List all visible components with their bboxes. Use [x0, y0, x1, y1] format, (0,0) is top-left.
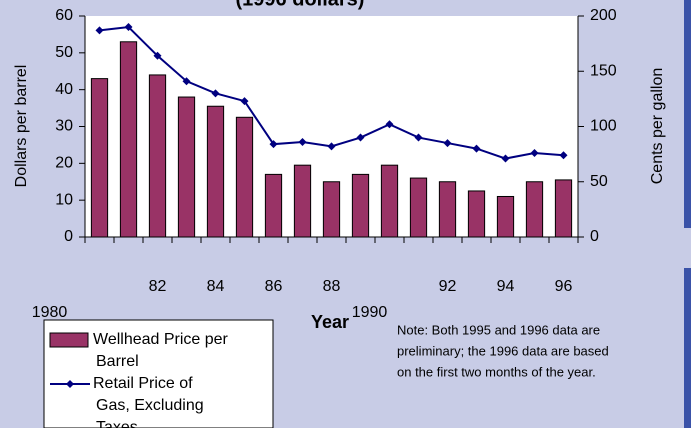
marker	[269, 140, 278, 149]
y-tick-label: 40	[55, 81, 73, 98]
y2-tick-label: 150	[590, 62, 617, 79]
legend-label: Retail Price of Gas, Excluding Taxes	[93, 375, 204, 428]
bar	[525, 181, 544, 238]
x-tick-label: 96	[555, 278, 573, 295]
bar	[554, 179, 573, 238]
bar	[293, 164, 312, 238]
marker	[327, 142, 336, 151]
bar	[148, 74, 167, 238]
y-tick-label: 50	[55, 44, 73, 61]
bar	[206, 105, 225, 238]
x-tick-label: 86	[265, 278, 283, 295]
bar	[438, 181, 457, 238]
legend-label: Wellhead Price per Barrel	[93, 331, 229, 370]
bar	[496, 195, 515, 238]
marker	[414, 133, 423, 142]
x-tick-label: 92	[439, 278, 457, 295]
y-tick-label: 10	[55, 191, 73, 208]
bar	[351, 173, 370, 238]
marker	[124, 23, 133, 32]
y2-axis-label: Cents per gallon	[649, 68, 666, 185]
marker	[472, 144, 481, 153]
marker	[298, 137, 307, 146]
note: preliminary; the 1996 data are based	[397, 343, 609, 358]
y2-tick-label: 100	[590, 118, 617, 135]
bar	[467, 190, 486, 238]
marker	[240, 97, 249, 106]
marker	[530, 149, 539, 158]
y2-tick-label: 200	[590, 7, 617, 24]
bar	[119, 41, 138, 238]
marker	[559, 151, 568, 160]
bar	[235, 116, 254, 238]
marker	[182, 77, 191, 86]
edge-strip	[684, 268, 691, 428]
y-tick-label: 0	[64, 228, 73, 245]
y-tick-label: 30	[55, 118, 73, 135]
x-tick-label: 82	[149, 278, 167, 295]
marker	[501, 154, 510, 163]
marker	[211, 89, 220, 98]
legend-swatch	[66, 380, 74, 388]
y2-tick-label: 50	[590, 173, 608, 190]
x-tick-label: 94	[497, 278, 515, 295]
marker	[385, 120, 394, 129]
bar	[409, 177, 428, 238]
y2-tick-label: 0	[590, 228, 599, 245]
y-tick-label: 60	[55, 7, 73, 24]
x-tick-label: 1990	[352, 304, 388, 321]
marker	[443, 139, 452, 148]
marker	[356, 133, 365, 142]
bar	[322, 181, 341, 238]
marker	[95, 26, 104, 35]
x-axis-label: Year	[311, 312, 349, 332]
edge-strip	[684, 0, 691, 228]
marker	[153, 51, 162, 60]
bar	[264, 173, 283, 238]
note: on the first two months of the year.	[397, 364, 596, 379]
bar	[90, 78, 109, 238]
bar	[380, 164, 399, 238]
x-tick-label: 84	[207, 278, 225, 295]
y-tick-label: 20	[55, 155, 73, 172]
legend-swatch	[49, 332, 89, 348]
x-tick-label: 88	[323, 278, 341, 295]
note: Note: Both 1995 and 1996 data are	[397, 322, 600, 337]
bar	[177, 96, 196, 238]
x-tick-label: 1980	[32, 304, 68, 321]
chart-title: (1996 dollars)	[236, 0, 365, 10]
y-axis-label: Dollars per barrel	[13, 65, 30, 188]
